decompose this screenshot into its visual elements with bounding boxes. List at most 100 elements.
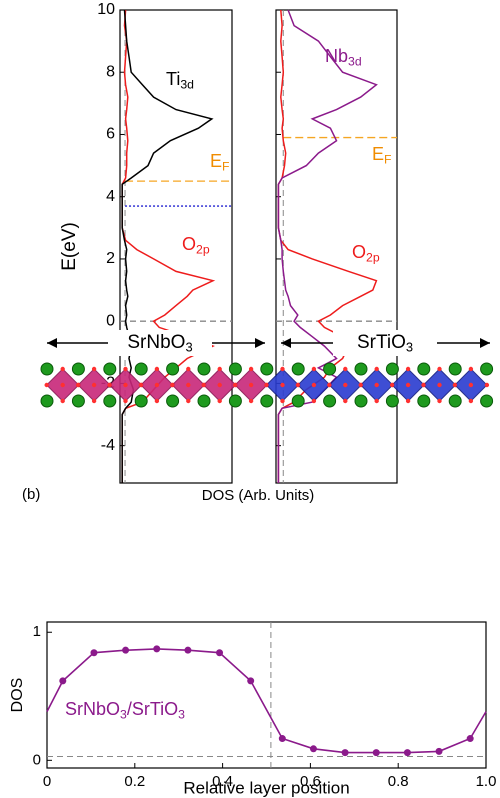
label-text: O — [352, 242, 366, 262]
oxygen-atom — [484, 382, 490, 388]
x-tick-label: 1.0 — [476, 773, 497, 790]
sr-atom — [134, 362, 148, 376]
sr-atom — [448, 394, 462, 408]
annotation: O2p — [352, 242, 380, 265]
label-text: Nb — [325, 46, 348, 66]
oxygen-atom — [280, 366, 285, 372]
oxygen-atom — [295, 382, 301, 388]
sr-atom — [134, 394, 148, 408]
subscript: 2p — [196, 243, 210, 257]
oxygen-atom — [405, 398, 411, 404]
data-point — [122, 646, 130, 654]
sr-atom — [448, 362, 462, 376]
sr-atom — [323, 362, 337, 376]
x-tick-label: 0.8 — [388, 773, 409, 790]
oxygen-atom — [91, 382, 97, 388]
oxygen-atom — [264, 382, 269, 388]
data-point — [466, 735, 474, 743]
oxygen-atom — [374, 366, 379, 372]
dos-curve — [121, 9, 216, 483]
annotation: O2p — [182, 234, 210, 257]
x-tick-label: 0.6 — [300, 773, 321, 790]
subscript: 3 — [406, 340, 413, 355]
sr-atom — [40, 362, 54, 376]
annotation: EF — [372, 144, 392, 167]
oxygen-atom — [358, 382, 363, 388]
y-axis-label: E(eV) — [59, 222, 80, 271]
data-point — [153, 645, 161, 653]
x-tick-label: 0 — [43, 773, 51, 790]
sr-atom — [197, 362, 211, 376]
data-point — [216, 649, 224, 657]
oxygen-atom — [311, 382, 317, 388]
sr-atom — [228, 362, 242, 376]
data-point — [341, 749, 349, 757]
plot-frame — [46, 621, 487, 769]
oxygen-atom — [343, 366, 348, 372]
oxygen-atom — [280, 398, 285, 404]
label-backdrop — [108, 330, 212, 356]
data-point — [247, 677, 255, 685]
oxygen-atom — [217, 366, 222, 372]
data-point — [90, 649, 98, 657]
sr-atom — [354, 362, 368, 376]
oxygen-atom — [374, 398, 379, 404]
sr-atom — [260, 362, 274, 376]
data-point — [309, 745, 317, 753]
oxygen-atom — [107, 382, 112, 388]
sr-atom — [291, 394, 305, 408]
oxygen-atom — [154, 366, 160, 372]
oxygen-atom — [123, 398, 128, 404]
y-tick-label: 0 — [33, 751, 41, 768]
sr-atom — [228, 394, 242, 408]
sr-atom — [480, 362, 494, 376]
subscript: 3 — [185, 340, 192, 355]
y-tick-label: -4 — [101, 437, 115, 454]
sr-atom — [385, 394, 399, 408]
subscript: 3d — [348, 55, 362, 69]
sr-atom — [417, 362, 431, 376]
oxygen-atom — [91, 398, 97, 404]
oxygen-atom — [91, 366, 97, 372]
sr-atom — [103, 394, 117, 408]
subscript: 3d — [180, 78, 194, 92]
oxygen-atom — [154, 398, 160, 404]
oxygen-atom — [138, 382, 144, 388]
oxygen-atom — [60, 366, 65, 372]
oxygen-atom — [123, 366, 128, 372]
plot-frame — [119, 9, 233, 484]
oxygen-atom — [248, 398, 254, 404]
annotation: Nb3d — [325, 46, 362, 69]
y-tick-label: 1 — [33, 623, 41, 640]
sr-atom — [103, 362, 117, 376]
sr-atom — [166, 394, 180, 408]
sr-atom — [260, 394, 274, 408]
label-text: O — [182, 234, 196, 254]
subscript: F — [384, 153, 391, 167]
sr-atom — [291, 362, 305, 376]
oxygen-atom — [60, 398, 65, 404]
label-text: SrNbO — [127, 332, 185, 353]
oxygen-atom — [232, 382, 238, 388]
oxygen-atom — [437, 398, 442, 404]
oxygen-atom — [421, 382, 426, 388]
oxygen-atom — [311, 366, 317, 372]
oxygen-atom — [437, 366, 442, 372]
oxygen-atom — [60, 382, 65, 388]
label-text: E — [372, 144, 384, 164]
oxygen-atom — [327, 382, 332, 388]
x-axis-label: Relative layer position — [183, 778, 349, 797]
sr-atom — [71, 362, 85, 376]
structure-label: SrTiO3 — [357, 332, 413, 355]
x-axis-label: DOS (Arb. Units) — [202, 487, 315, 504]
oxygen-atom — [468, 398, 474, 404]
arrow-head — [47, 338, 57, 348]
y-tick-label: 6 — [106, 126, 115, 143]
oxygen-atom — [186, 398, 191, 404]
data-point — [435, 747, 443, 755]
oxygen-atom — [154, 382, 160, 388]
y-tick-label: 0 — [106, 312, 115, 329]
oxygen-atom — [217, 398, 222, 404]
structure-label: SrNbO3 — [127, 332, 192, 355]
oxygen-atom — [311, 398, 317, 404]
